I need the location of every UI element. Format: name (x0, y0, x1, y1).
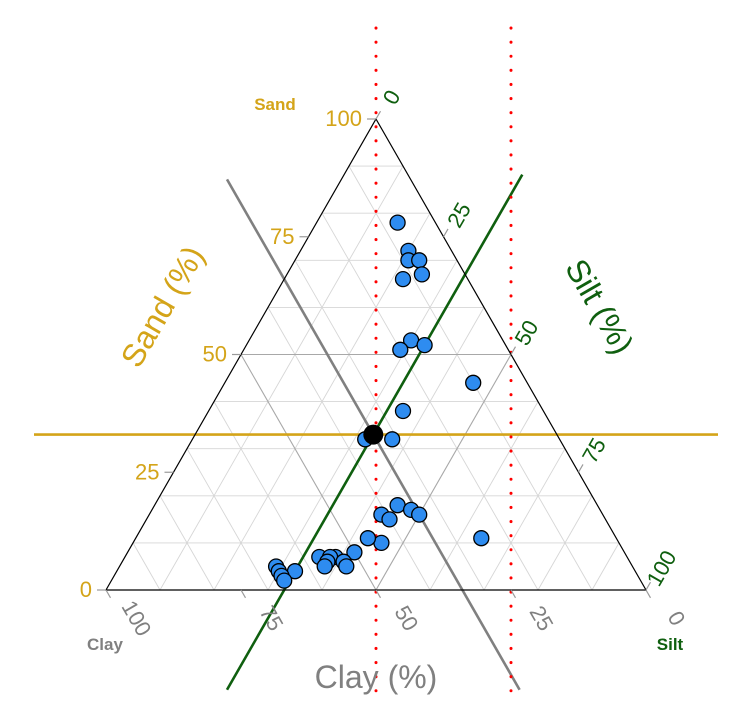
data-point (381, 511, 398, 528)
silt-tick (442, 228, 449, 238)
grid-line-silt (429, 401, 539, 591)
sand-tick-label: 100 (325, 106, 362, 131)
sand-tick-label: 50 (203, 342, 227, 367)
silt-tick-label: 25 (442, 198, 476, 232)
grid-line-silt (267, 260, 458, 591)
data-point (394, 402, 412, 420)
silt-tick (645, 581, 652, 591)
data-points (267, 214, 490, 589)
silt-tick (577, 464, 584, 473)
data-point (411, 252, 428, 269)
grid-line-silt (537, 495, 593, 591)
clay-tick-label: 50 (390, 601, 424, 635)
clay-tick (645, 589, 652, 599)
data-point (389, 497, 406, 514)
grid-line-silt (591, 542, 620, 591)
grid-line-clay (159, 495, 215, 591)
clay-tick (375, 589, 382, 599)
grid-line-silt (159, 165, 404, 591)
grid-line-silt (375, 354, 512, 591)
grid-line-clay (213, 401, 323, 591)
data-point (316, 558, 333, 575)
clay-tick (105, 589, 112, 599)
grid-line-silt (483, 448, 566, 591)
silt-tick (375, 110, 382, 120)
sand-axis-title: Sand (%) (114, 240, 212, 374)
sand-corner-label: Sand (254, 95, 296, 114)
data-point (394, 270, 412, 288)
silt-axis-title: Silt (%) (558, 253, 641, 360)
silt-corner-label: Silt (657, 635, 684, 654)
data-point (413, 266, 431, 283)
data-point (359, 530, 377, 547)
tick-labels: 0 25 50 75 100 0 25 50 75 100 0 25 50 75 100 (80, 86, 691, 641)
grid-line-clay (132, 542, 161, 591)
sand-tick-label: 25 (135, 459, 159, 484)
clay-corner-label: Clay (87, 635, 123, 654)
data-point (411, 506, 428, 523)
data-point (373, 534, 390, 552)
data-point (346, 544, 363, 561)
data-point (338, 558, 355, 575)
data-point (389, 214, 406, 231)
silt-tick-label: 50 (510, 316, 544, 350)
silt-tick-label: 75 (577, 434, 611, 468)
silt-tick-label: 0 (378, 86, 406, 109)
clay-axis-title: Clay (%) (315, 659, 438, 695)
clay-tick (240, 589, 247, 599)
data-point (392, 341, 409, 358)
clay-tick-label: 25 (525, 601, 559, 635)
data-point (473, 530, 490, 547)
data-point (276, 572, 293, 589)
clay-tick (510, 589, 517, 599)
grid-line-clay (186, 448, 269, 591)
data-point (384, 431, 401, 448)
highlight-point (363, 424, 384, 445)
clay-tick-label: 75 (255, 601, 289, 635)
grid-lines (132, 165, 620, 591)
silt-tick (510, 346, 517, 355)
grid-line-clay (294, 260, 485, 591)
sand-tick-label: 0 (80, 577, 92, 602)
axis-ticks (97, 110, 652, 599)
sand-tick-label: 75 (270, 224, 294, 249)
silt-tick-label: 100 (641, 546, 681, 590)
data-point (465, 374, 482, 391)
data-point (416, 336, 433, 354)
clay-tick-label: 0 (663, 607, 691, 630)
clay-tick-label: 100 (116, 596, 156, 640)
